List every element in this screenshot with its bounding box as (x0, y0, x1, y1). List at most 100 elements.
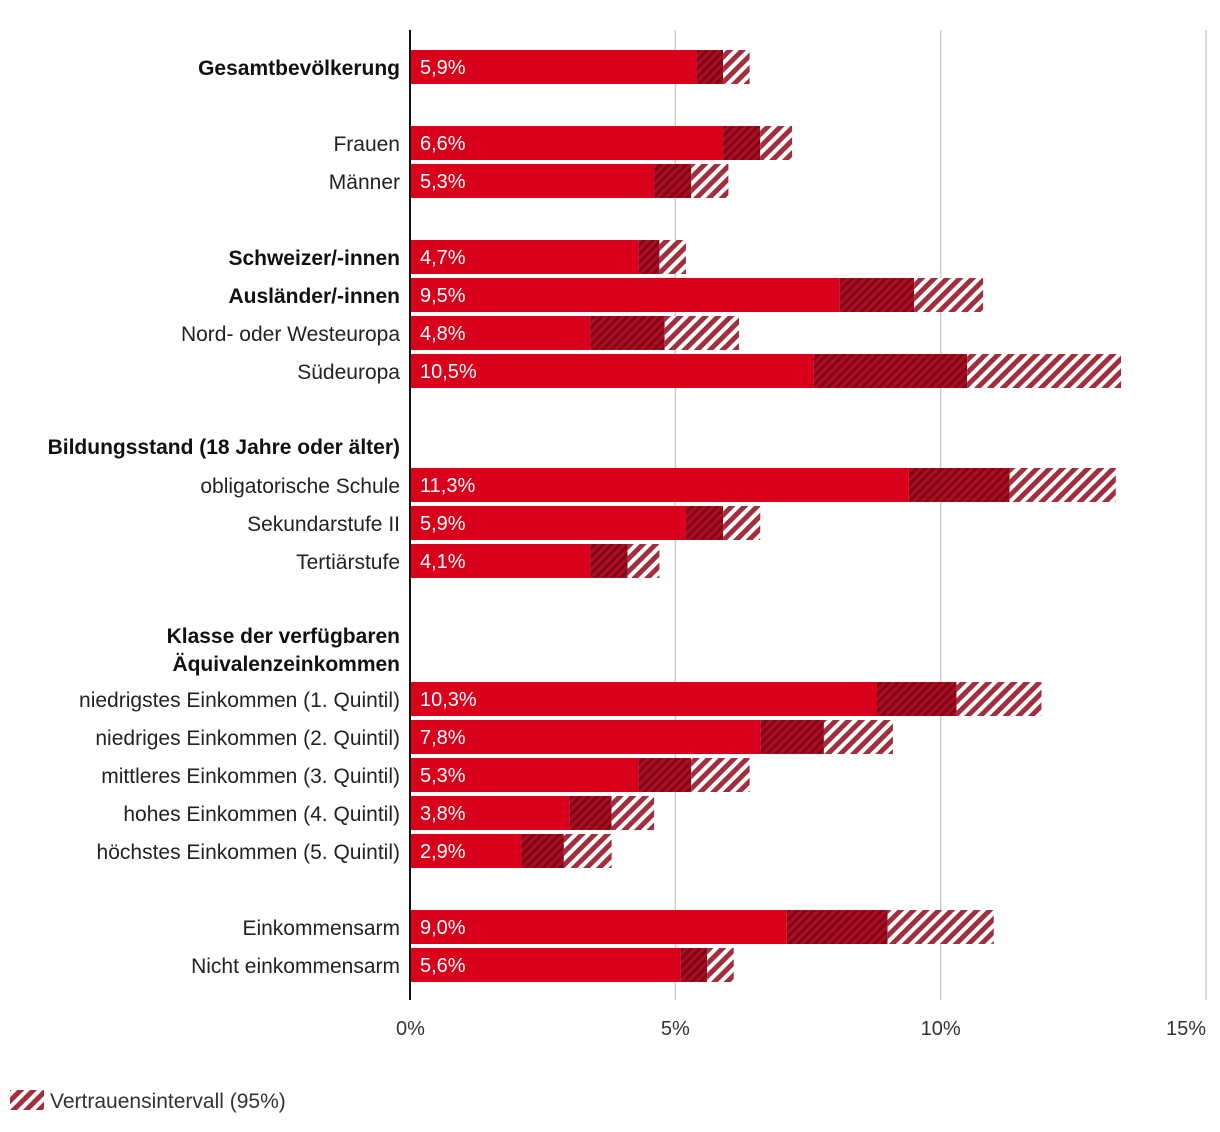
ci-lower-segment (760, 720, 824, 754)
ci-lower-segment (813, 354, 968, 388)
ci-lower-segment (723, 126, 761, 160)
ci-upper-segment (659, 240, 686, 274)
bar-row: 9,0% (410, 910, 994, 944)
x-tick-label: 5% (661, 1018, 690, 1040)
ci-upper-segment (723, 50, 750, 84)
ci-upper-segment (664, 316, 740, 350)
bar-row: 5,9% (410, 506, 761, 540)
ci-upper-segment (956, 682, 1042, 716)
bar-value-label: 10,3% (420, 689, 477, 711)
ci-upper-segment (707, 948, 734, 982)
x-tick-label: 10% (921, 1018, 961, 1040)
bar (410, 796, 570, 830)
ci-lower-segment (638, 240, 660, 274)
bar-row: 4,8% (410, 316, 740, 350)
ci-lower-segment (680, 948, 708, 982)
bar-value-label: 7,8% (420, 727, 466, 749)
ci-lower-segment (786, 910, 888, 944)
bar (410, 544, 591, 578)
bar-row: 3,8% (410, 796, 655, 830)
ci-lower-segment (654, 164, 692, 198)
category-label: hohes Einkommen (4. Quintil) (123, 803, 400, 826)
bar-row: 5,3% (410, 758, 750, 792)
ci-lower-segment (521, 834, 564, 868)
ci-lower-segment (908, 468, 1010, 502)
bar-value-label: 5,6% (420, 955, 466, 977)
category-label: niedrigstes Einkommen (1. Quintil) (79, 689, 400, 712)
bar (410, 758, 639, 792)
category-label: Frauen (333, 133, 400, 156)
bar-row: 9,5% (410, 278, 984, 312)
bar-value-label: 5,3% (420, 171, 466, 193)
bar-value-label: 3,8% (420, 803, 466, 825)
legend-label: Vertrauensintervall (95%) (50, 1090, 286, 1113)
bar (410, 316, 591, 350)
ci-upper-segment (823, 720, 893, 754)
ci-upper-segment (627, 544, 660, 578)
bar-row: 5,6% (410, 948, 734, 982)
category-label: höchstes Einkommen (5. Quintil) (97, 841, 400, 864)
bar-value-label: 5,9% (420, 513, 466, 535)
category-label: Tertiärstufe (296, 551, 400, 574)
bar-value-label: 5,3% (420, 765, 466, 787)
bar (410, 682, 877, 716)
bar (410, 834, 522, 868)
bar (410, 506, 686, 540)
bar-value-label: 9,0% (420, 917, 466, 939)
ci-upper-segment (1009, 468, 1116, 502)
bar-value-label: 4,1% (420, 551, 466, 573)
ci-lower-segment (685, 506, 724, 540)
ci-lower-segment (590, 544, 628, 578)
ci-lower-segment (876, 682, 957, 716)
bar-value-label: 2,9% (420, 841, 466, 863)
ci-upper-segment (723, 506, 761, 540)
bar-row: 10,5% (410, 354, 1122, 388)
bar-row: 7,8% (410, 720, 893, 754)
ci-upper-segment (691, 758, 750, 792)
bar-value-label: 5,9% (420, 57, 466, 79)
x-tick-label: 15% (1166, 1018, 1206, 1040)
bar-value-label: 4,8% (420, 323, 466, 345)
category-label: Schweizer/-innen (228, 247, 400, 270)
category-label: mittleres Einkommen (3. Quintil) (101, 765, 400, 788)
bar-value-label: 10,5% (420, 361, 477, 383)
legend-swatch (10, 1090, 44, 1110)
category-label: Männer (329, 171, 400, 194)
bar (410, 278, 840, 312)
bar-row: 4,1% (410, 544, 660, 578)
section-header: Bildungsstand (18 Jahre oder älter) (48, 436, 400, 459)
bar-row: 4,7% (410, 240, 686, 274)
bar (410, 50, 697, 84)
bar-value-label: 9,5% (420, 285, 466, 307)
category-label: Ausländer/-innen (228, 285, 400, 308)
category-label: Südeuropa (297, 361, 400, 384)
bar-value-label: 11,3% (420, 475, 475, 497)
bar-row: 5,3% (410, 164, 729, 198)
ci-lower-segment (590, 316, 665, 350)
bar (410, 126, 724, 160)
ci-upper-segment (563, 834, 612, 868)
bars: 5,9% 6,6% 5,3% 4,7% 9,5% 4,8% 10,5% 11,3% 5,9% 4,… (410, 50, 1122, 982)
ci-lower-segment (839, 278, 915, 312)
bar (410, 468, 909, 502)
bar-row: 5,9% (410, 50, 750, 84)
bar (410, 164, 655, 198)
bar (410, 240, 639, 274)
bar-row: 11,3% (410, 468, 1116, 502)
legend: Vertrauensintervall (95%) (10, 1090, 286, 1113)
bar-row: 6,6% (410, 126, 793, 160)
category-label: niedriges Einkommen (2. Quintil) (95, 727, 400, 750)
category-label: Einkommensarm (242, 917, 400, 940)
section-header: Klasse der verfügbaren (167, 625, 400, 648)
ci-upper-segment (611, 796, 655, 830)
bar-value-label: 6,6% (420, 133, 466, 155)
section-header: Äquivalenzeinkommen (172, 653, 400, 676)
bar-row: 10,3% (410, 682, 1042, 716)
ci-upper-segment (914, 278, 984, 312)
bar-value-label: 4,7% (420, 247, 466, 269)
bar (410, 720, 761, 754)
bar-row: 2,9% (410, 834, 612, 868)
legend-item: Vertrauensintervall (95%) (10, 1090, 286, 1113)
bar (410, 948, 681, 982)
